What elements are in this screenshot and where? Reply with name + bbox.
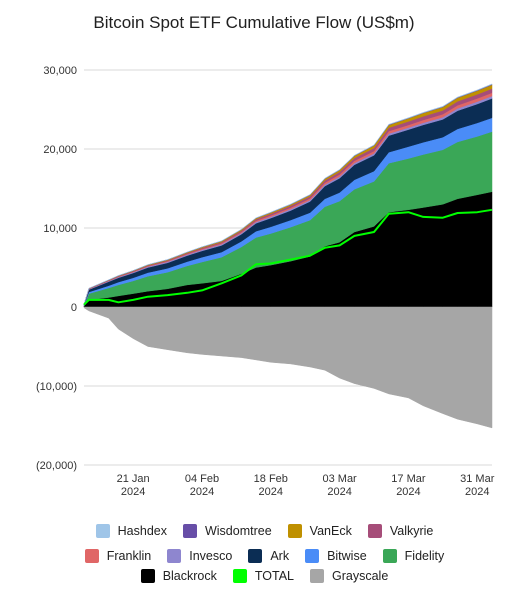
x-tick-label: 31 Mar xyxy=(460,473,495,485)
x-tick-year: 2024 xyxy=(190,486,214,498)
legend-item-wisdomtree: Wisdomtree xyxy=(182,524,272,538)
legend-item-invesco: Invesco xyxy=(167,549,232,563)
legend-item-vaneck: VanEck xyxy=(287,524,352,538)
legend-item-franklin: Franklin xyxy=(84,549,152,563)
legend-swatch xyxy=(310,569,325,583)
line-total xyxy=(83,208,493,306)
legend-item-blackrock: Blackrock xyxy=(140,569,217,583)
x-tick-label: 18 Feb xyxy=(254,473,288,485)
legend-label: Franklin xyxy=(106,549,152,563)
stacked-areas xyxy=(83,83,493,429)
legend-row: Blackrock TOTAL Grayscale xyxy=(0,569,529,583)
legend-swatch xyxy=(248,549,263,563)
legend-label: Valkyrie xyxy=(389,524,434,538)
x-tick-year: 2024 xyxy=(121,486,145,498)
x-tick-label: 03 Mar xyxy=(322,473,357,485)
legend-swatch xyxy=(140,569,155,583)
chart-title: Bitcoin Spot ETF Cumulative Flow (US$m) xyxy=(93,13,414,32)
y-tick-label: (10,000) xyxy=(36,381,77,393)
legend-swatch xyxy=(95,524,110,538)
x-tick-label: 04 Feb xyxy=(185,473,219,485)
total-line xyxy=(83,208,493,306)
legend-label: Ark xyxy=(270,549,290,563)
x-tick-label: 21 Jan xyxy=(117,473,150,485)
legend-item-total: TOTAL xyxy=(232,569,295,583)
legend-item-hashdex: Hashdex xyxy=(95,524,167,538)
legend-swatch xyxy=(287,524,302,538)
legend-label: TOTAL xyxy=(254,569,295,583)
legend-swatch xyxy=(182,524,197,538)
legend-label: Blackrock xyxy=(162,569,217,583)
chart-svg: Bitcoin Spot ETF Cumulative Flow (US$m) … xyxy=(36,13,495,498)
x-tick-year: 2024 xyxy=(327,486,351,498)
x-tick-year: 2024 xyxy=(259,486,283,498)
legend-label: Invesco xyxy=(189,549,233,563)
legend-swatch xyxy=(167,549,182,563)
legend-swatch xyxy=(367,524,382,538)
x-tick-label: 17 Mar xyxy=(391,473,426,485)
legend-swatch xyxy=(232,569,247,583)
legend-label: Hashdex xyxy=(117,524,167,538)
y-tick-label: 0 xyxy=(71,302,77,314)
y-axis-ticks: 30,000 20,000 10,000 0 (10,000) (20,000) xyxy=(36,65,77,472)
legend-swatch xyxy=(84,549,99,563)
y-tick-label: 10,000 xyxy=(43,223,77,235)
legend-item-ark: Ark xyxy=(248,549,289,563)
x-tick-year: 2024 xyxy=(465,486,489,498)
legend-row: Hashdex Wisdomtree VanEck Valkyrie xyxy=(0,524,529,538)
legend-item-grayscale: Grayscale xyxy=(310,569,388,583)
y-tick-label: (20,000) xyxy=(36,460,77,472)
area-grayscale xyxy=(83,306,493,429)
legend-item-bitwise: Bitwise xyxy=(305,549,367,563)
legend-label: VanEck xyxy=(309,524,352,538)
legend-item-fidelity: Fidelity xyxy=(382,549,445,563)
y-tick-label: 30,000 xyxy=(43,65,77,77)
legend-label: Grayscale xyxy=(332,569,389,583)
y-tick-label: 20,000 xyxy=(43,144,77,156)
legend-swatch xyxy=(382,549,397,563)
legend-item-valkyrie: Valkyrie xyxy=(367,524,434,538)
legend-row: Franklin Invesco Ark Bitwise Fidelity xyxy=(0,549,529,563)
area-hashdex xyxy=(83,83,493,305)
legend-label: Fidelity xyxy=(404,549,445,563)
legend-label: Bitwise xyxy=(327,549,367,563)
x-tick-year: 2024 xyxy=(396,486,420,498)
legend-label: Wisdomtree xyxy=(204,524,272,538)
legend-swatch xyxy=(305,549,320,563)
